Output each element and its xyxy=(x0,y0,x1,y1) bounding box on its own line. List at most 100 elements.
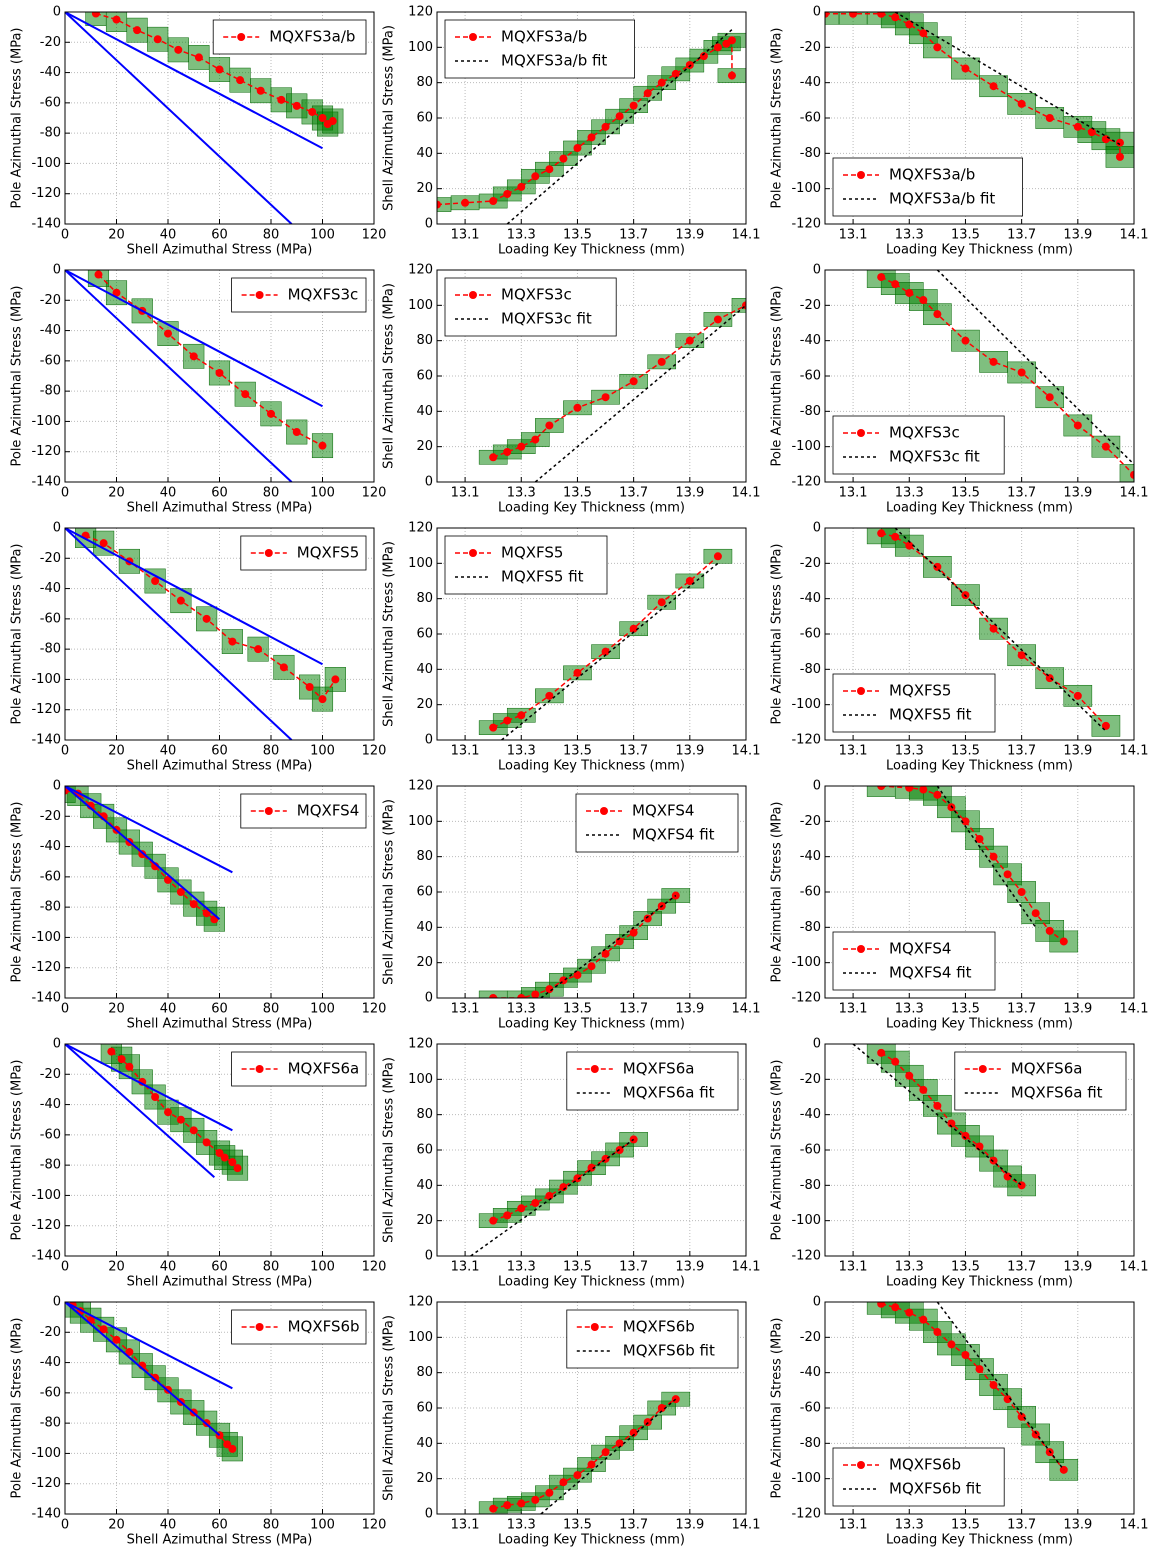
data-point xyxy=(202,614,211,623)
x-tick-label: 80 xyxy=(263,1518,280,1533)
y-tick-label: 40 xyxy=(416,920,433,935)
x-tick-label: 14.1 xyxy=(1120,228,1149,243)
legend: MQXFS3a/b MQXFS3a/b fit xyxy=(832,157,1024,217)
data-point xyxy=(601,1448,610,1457)
y-tick-label: 100 xyxy=(408,40,433,55)
x-tick-label: 13.5 xyxy=(563,228,592,243)
data-point xyxy=(961,1351,970,1359)
x-axis-label: Loading Key Thickness (mm) xyxy=(886,1275,1073,1290)
y-tick-label: 40 xyxy=(416,1178,433,1193)
legend-label: MQXFS4 xyxy=(297,802,359,820)
legend: MQXFS3c MQXFS3c fit xyxy=(444,277,617,337)
data-point xyxy=(1130,470,1134,479)
x-axis-label: Shell Azimuthal Stress (MPa) xyxy=(127,759,313,774)
x-tick-label: 13.1 xyxy=(451,1518,480,1533)
series-line xyxy=(852,1044,1023,1186)
data-point xyxy=(117,1055,126,1064)
x-tick-label: 14.1 xyxy=(732,486,761,501)
data-point xyxy=(629,624,638,633)
legend: MQXFS3c xyxy=(231,277,367,313)
x-tick-label: 14.1 xyxy=(1120,1002,1149,1017)
y-tick-label: 60 xyxy=(416,885,433,900)
legend: MQXFS6a MQXFS6a fit xyxy=(566,1051,739,1111)
subplot: 13.1 13.3 13.5 13.7 13.9 14.1 0 20 40 60 80 100 120 L… xyxy=(382,779,761,1032)
y-tick-label: 20 xyxy=(416,1471,433,1486)
x-tick-label: 14.1 xyxy=(732,744,761,759)
x-tick-label: 13.7 xyxy=(1007,1518,1036,1533)
data-point xyxy=(112,15,121,24)
data-point xyxy=(531,435,540,444)
data-point xyxy=(643,89,652,98)
legend-marker xyxy=(590,1065,599,1073)
x-axis-label: Loading Key Thickness (mm) xyxy=(498,759,685,774)
legend-marker xyxy=(255,1065,264,1073)
legend: MQXFS6b MQXFS6b fit xyxy=(566,1309,739,1369)
data-point xyxy=(1031,1430,1040,1439)
subplot: 13.1 13.3 13.5 13.7 13.9 14.1 -120 -100 -80 -60 -4… xyxy=(770,5,1149,258)
data-point xyxy=(713,552,722,561)
plot-area xyxy=(866,270,1134,482)
data-point xyxy=(151,577,160,585)
data-point xyxy=(643,914,652,923)
data-point xyxy=(503,1501,512,1510)
x-tick-label: 13.9 xyxy=(1063,486,1092,501)
x-axis-label: Loading Key Thickness (mm) xyxy=(886,1533,1073,1548)
y-tick-label: -120 xyxy=(791,991,821,1006)
data-point xyxy=(91,12,100,18)
subplot: 0 20 40 60 80 100 120 -140 -120 -100 -80 -60 -40 -20 0… xyxy=(10,1295,387,1548)
data-point xyxy=(657,78,666,87)
y-tick-label: -100 xyxy=(31,672,61,687)
data-point xyxy=(189,1126,198,1135)
x-tick-label: 13.3 xyxy=(895,486,924,501)
x-tick-label: 120 xyxy=(362,486,387,501)
axes-frame xyxy=(824,1301,1135,1515)
x-tick-label: 13.3 xyxy=(507,744,536,759)
legend-label: MQXFS6b xyxy=(889,1456,961,1474)
y-axis-label: Pole Azimuthal Stress (MPa) xyxy=(10,1059,25,1240)
data-point xyxy=(176,596,185,605)
x-tick-label: 100 xyxy=(310,1518,335,1533)
y-tick-label: 100 xyxy=(408,1330,433,1345)
y-tick-label: 80 xyxy=(416,1365,433,1380)
data-point xyxy=(573,1471,582,1480)
legend-marker xyxy=(237,33,246,41)
y-tick-label: -60 xyxy=(40,95,61,110)
legend-label: MQXFS6b fit xyxy=(623,1342,715,1360)
data-point xyxy=(215,65,224,74)
data-point xyxy=(615,1439,624,1448)
legend-box xyxy=(832,1447,1005,1507)
data-point xyxy=(891,13,900,22)
y-axis-label: Pole Azimuthal Stress (MPa) xyxy=(770,1059,785,1240)
x-tick-label: 13.3 xyxy=(507,486,536,501)
legend-label: MQXFS3a/b fit xyxy=(889,190,995,208)
legend-label: MQXFS6b xyxy=(288,1318,360,1336)
y-tick-label: 120 xyxy=(408,1295,433,1310)
legend-label: MQXFS5 xyxy=(501,544,563,562)
legend-label: MQXFS5 xyxy=(297,544,359,562)
data-point xyxy=(151,1093,160,1101)
data-point xyxy=(176,1115,185,1124)
x-tick-label: 13.1 xyxy=(451,228,480,243)
series-line xyxy=(492,1138,635,1222)
data-point xyxy=(292,101,301,110)
y-tick-label: 100 xyxy=(408,298,433,313)
legend-label: MQXFS4 xyxy=(632,802,694,820)
legend-box xyxy=(832,931,996,991)
y-tick-label: 0 xyxy=(425,733,433,748)
legend-marker xyxy=(857,687,865,695)
axes-frame xyxy=(436,11,747,225)
data-point xyxy=(891,1303,900,1312)
series-line xyxy=(65,1302,221,1437)
y-tick-label: 0 xyxy=(813,1037,821,1052)
plot-area xyxy=(65,1302,243,1462)
data-point xyxy=(153,35,162,44)
data-point xyxy=(587,962,596,971)
y-tick-label: -120 xyxy=(791,1249,821,1264)
y-tick-label: -60 xyxy=(800,627,821,642)
y-tick-label: -20 xyxy=(40,35,61,50)
data-point xyxy=(933,1328,942,1337)
data-point xyxy=(919,29,928,38)
y-tick-label: -40 xyxy=(40,581,61,596)
y-tick-label: -100 xyxy=(791,1471,821,1486)
plot-area xyxy=(852,1044,1036,1197)
